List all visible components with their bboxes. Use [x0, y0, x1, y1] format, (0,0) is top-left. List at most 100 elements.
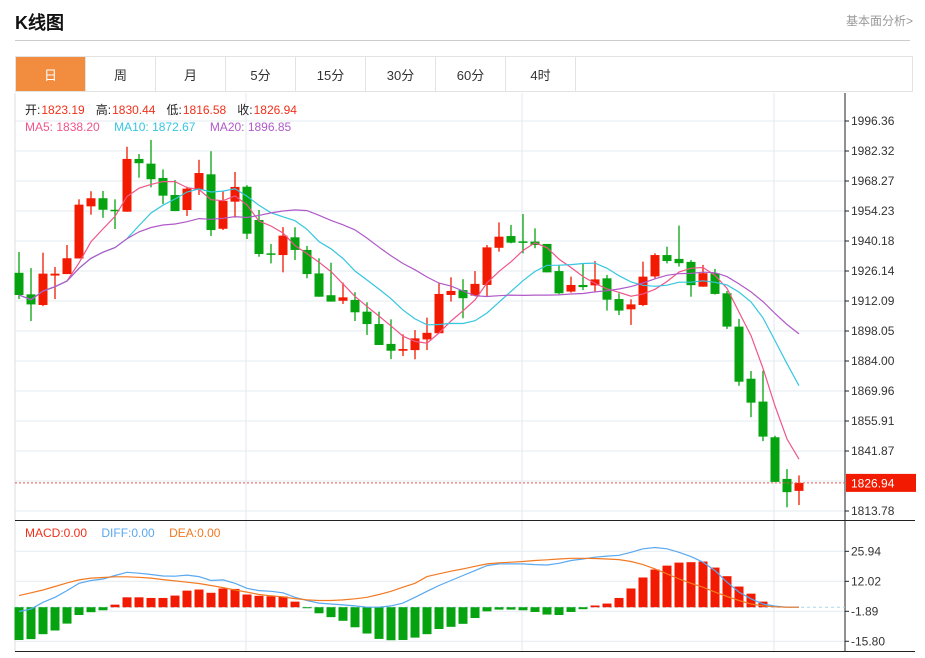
candle	[590, 261, 600, 292]
candle	[278, 227, 288, 273]
candle-body	[674, 258, 684, 264]
ma20-value: MA20: 1896.85	[209, 120, 292, 134]
tab-4hour[interactable]: 4时	[506, 57, 576, 91]
macd-bar	[62, 607, 72, 624]
macd-bar	[206, 592, 216, 608]
macd-bar	[446, 607, 456, 627]
macd-bar	[14, 607, 24, 640]
candle-body	[662, 255, 672, 262]
candle-body	[482, 247, 492, 285]
ma10-line	[18, 188, 800, 386]
macd-bar	[722, 576, 732, 608]
candle-body	[266, 253, 276, 255]
fundamental-analysis-link[interactable]: 基本面分析>	[845, 14, 913, 28]
candle-body	[434, 293, 444, 334]
macd-bar	[398, 607, 408, 640]
ma20-line	[18, 209, 800, 335]
header-divider	[15, 40, 910, 41]
candle	[410, 330, 420, 360]
candle-body	[566, 284, 576, 292]
tab-15min[interactable]: 15分	[296, 57, 366, 91]
macd-bar	[50, 607, 60, 631]
candle-body	[626, 304, 636, 310]
macd-bar	[122, 597, 132, 608]
tab-30min[interactable]: 30分	[366, 57, 436, 91]
macd-bar	[494, 607, 504, 610]
candle	[794, 475, 804, 506]
macd-bar	[434, 607, 444, 629]
macd-bar	[422, 607, 432, 635]
candle-body	[578, 284, 588, 288]
candle-body	[746, 378, 756, 403]
ma5-line	[18, 181, 800, 460]
candle-body	[494, 236, 504, 248]
price-tick-label: 1898.05	[851, 324, 895, 338]
macd-bar	[638, 577, 648, 608]
macd-bar	[506, 607, 516, 610]
candle	[338, 282, 348, 304]
candle	[746, 371, 756, 418]
candle	[146, 139, 156, 188]
candle-body	[134, 158, 144, 164]
candle	[122, 146, 132, 212]
price-tick-label: 1996.36	[851, 114, 895, 128]
macd-bar	[362, 607, 372, 634]
candle-body	[446, 290, 456, 295]
tab-5min[interactable]: 5分	[226, 57, 296, 91]
candle-body	[410, 338, 420, 351]
candle-body	[338, 297, 348, 301]
tab-60min[interactable]: 60分	[436, 57, 506, 91]
candle-body	[374, 324, 384, 345]
price-tick-label: 1912.09	[851, 294, 895, 308]
price-tick-label: 1855.91	[851, 414, 895, 428]
macd-bar	[218, 588, 228, 608]
candle-body	[146, 163, 156, 180]
candle	[734, 318, 744, 386]
candle-body	[770, 437, 780, 482]
candle	[758, 370, 768, 442]
candle	[434, 282, 444, 334]
macd-bar	[170, 595, 180, 608]
candle	[770, 435, 780, 482]
candle	[206, 151, 216, 237]
candle-body	[710, 273, 720, 294]
candle	[686, 259, 696, 297]
last-price-label: 1826.94	[851, 476, 895, 490]
candle-body	[182, 188, 192, 210]
candle	[110, 199, 120, 229]
price-tick-label: 1940.18	[851, 234, 895, 248]
candle	[626, 299, 636, 325]
dea-value: DEA:0.00	[169, 526, 221, 540]
candle-body	[362, 311, 372, 325]
ma-readout: MA5: 1838.20 MA10: 1872.67 MA20: 1896.85	[25, 120, 292, 134]
candle	[14, 252, 24, 300]
candle-body	[242, 186, 252, 234]
candle-body	[254, 220, 264, 254]
tab-week[interactable]: 周	[86, 57, 156, 91]
macd-bar	[386, 607, 396, 641]
candle-body	[734, 326, 744, 382]
candle-body	[542, 243, 552, 273]
dea-line	[18, 557, 799, 608]
macd-bar	[578, 607, 588, 610]
tab-day[interactable]: 日	[16, 57, 86, 91]
macd-value: MACD:0.00	[25, 526, 88, 540]
last-price-badge	[846, 473, 916, 492]
ma5-value: MA5: 1838.20	[25, 120, 100, 134]
price-tick-label: 1869.96	[851, 384, 895, 398]
candle	[62, 245, 72, 275]
candle-body	[38, 273, 48, 306]
tab-month[interactable]: 月	[156, 57, 226, 91]
candle	[266, 243, 276, 264]
candle	[542, 243, 552, 273]
macd-bar	[194, 589, 204, 608]
candle-body	[206, 174, 216, 231]
candle	[662, 246, 672, 264]
open-label: 开:	[25, 103, 41, 117]
candle	[446, 277, 456, 302]
candle-body	[14, 272, 24, 295]
macd-bar	[278, 596, 288, 608]
candle	[398, 334, 408, 357]
close-value: 1826.94	[253, 103, 297, 117]
